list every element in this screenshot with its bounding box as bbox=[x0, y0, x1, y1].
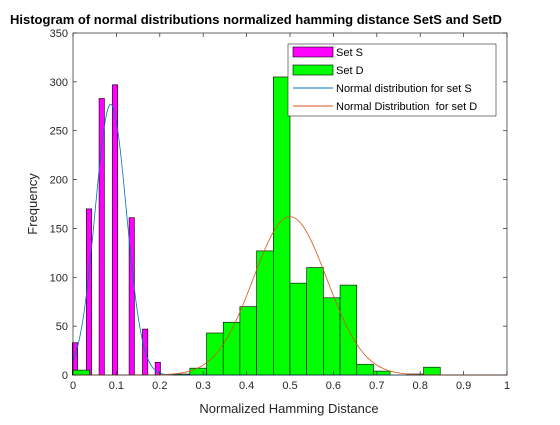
x-tick-label-8: 0.8 bbox=[413, 380, 428, 392]
legend-label-normal-d: Normal Distribution for set D bbox=[336, 101, 477, 113]
chart-title: Histogram of normal distributions normal… bbox=[10, 12, 502, 27]
x-tick-label-6: 0.6 bbox=[326, 380, 341, 392]
set-d-bar-10 bbox=[306, 267, 324, 376]
legend-label-normal-s: Normal distribution for set S bbox=[336, 83, 472, 95]
set-s-bar-3 bbox=[112, 84, 119, 376]
y-tick-label-4: 200 bbox=[50, 175, 68, 187]
set-d-bar-6 bbox=[239, 306, 257, 376]
legend-swatch-set-d bbox=[292, 64, 334, 76]
x-tick-label-7: 0.7 bbox=[369, 380, 384, 392]
legend-swatch-set-s bbox=[292, 46, 334, 58]
legend-label-set-d: Set D bbox=[336, 65, 364, 77]
x-tick-label-10: 1 bbox=[504, 380, 510, 392]
y-tick-label-3: 150 bbox=[50, 223, 68, 235]
set-d-bar-9 bbox=[289, 282, 307, 376]
y-tick-label-5: 250 bbox=[50, 126, 68, 138]
set-d-bar-14 bbox=[373, 370, 391, 376]
set-d-bar-11 bbox=[323, 297, 341, 376]
set-d-bar-3 bbox=[189, 367, 207, 376]
y-axis-label: Frequency bbox=[25, 173, 40, 235]
tick-labels: 0 0.1 0.2 0.3 0.4 0.5 0.6 0.7 0.8 0.9 1 0 50 100 150 20… bbox=[50, 28, 510, 392]
set-d-bar-13 bbox=[356, 363, 374, 376]
x-tick-label-4: 0.4 bbox=[239, 380, 254, 392]
x-tick-label-2: 0.2 bbox=[152, 380, 167, 392]
y-tick-label-6: 300 bbox=[50, 77, 68, 89]
x-tick-label-0: 0 bbox=[70, 380, 76, 392]
y-tick-label-7: 350 bbox=[50, 28, 68, 40]
set-d-bar-7 bbox=[256, 250, 274, 376]
y-tick-label-2: 100 bbox=[50, 272, 68, 284]
set-s-bar-1 bbox=[86, 208, 92, 376]
tick-marks bbox=[72, 32, 508, 376]
x-tick-label-3: 0.3 bbox=[196, 380, 211, 392]
set-d-bar-8 bbox=[273, 76, 291, 376]
legend: Set S Set D Normal distribution for set … bbox=[287, 43, 497, 117]
y-tick-label-0: 0 bbox=[62, 370, 68, 382]
x-tick-label-5: 0.5 bbox=[282, 380, 297, 392]
x-axis-label: Normalized Hamming Distance bbox=[199, 401, 378, 416]
set-d-bar-0 bbox=[72, 369, 90, 376]
set-s-bar-2 bbox=[98, 98, 105, 376]
set-s-bar-4 bbox=[128, 217, 135, 376]
x-tick-label-9: 0.9 bbox=[456, 380, 471, 392]
legend-label-set-s: Set S bbox=[336, 47, 363, 59]
set-d-bar-17 bbox=[423, 366, 441, 376]
x-tick-label-1: 0.1 bbox=[109, 380, 124, 392]
set-d-bar-4 bbox=[206, 332, 224, 376]
set-s-bars bbox=[72, 84, 161, 376]
set-d-bars bbox=[72, 76, 441, 376]
y-tick-label-1: 50 bbox=[56, 321, 68, 333]
